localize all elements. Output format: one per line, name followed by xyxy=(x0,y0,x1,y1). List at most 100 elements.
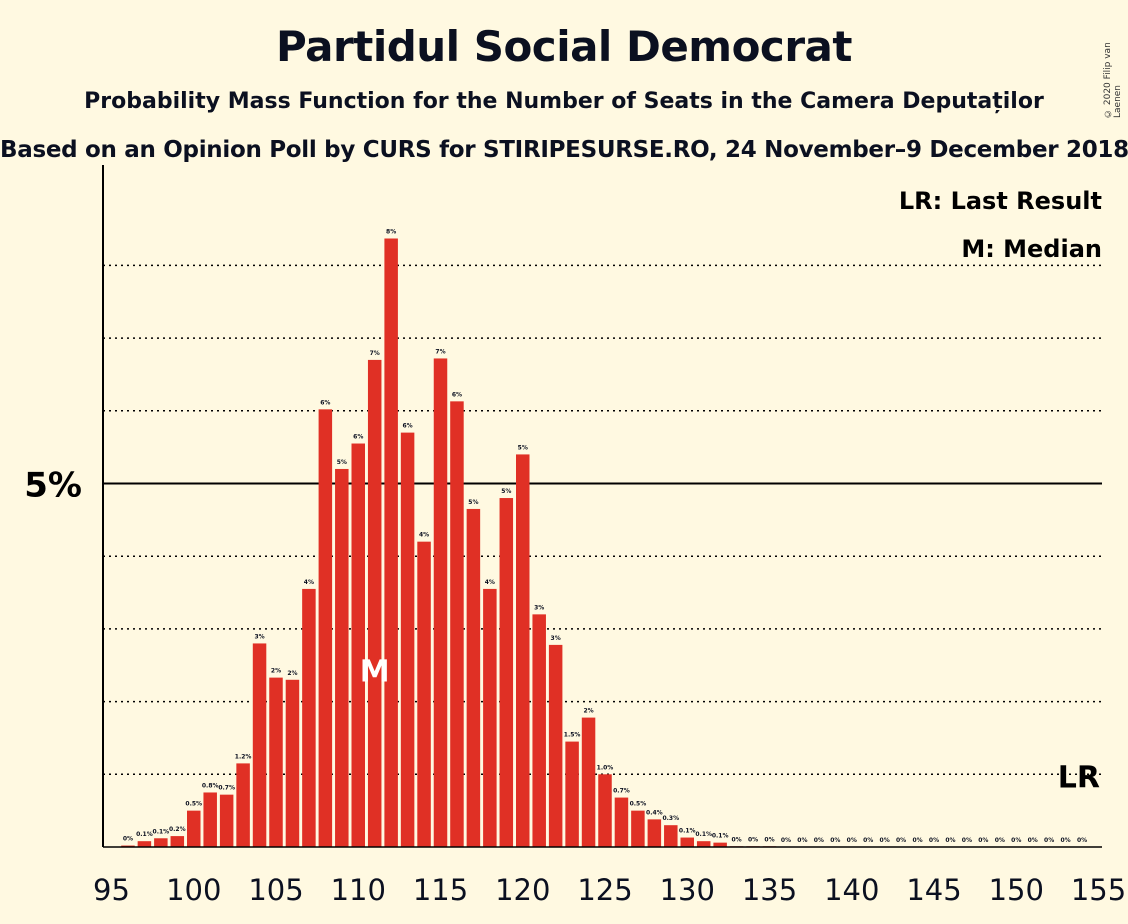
bar xyxy=(664,825,678,847)
data-label: 0% xyxy=(896,837,906,844)
bar xyxy=(631,810,645,847)
data-label: 0.1% xyxy=(136,831,153,838)
data-label: 0% xyxy=(863,837,873,844)
x-tick-label: 105 xyxy=(248,873,303,907)
data-label: 0.1% xyxy=(679,828,696,835)
data-label: 0.8% xyxy=(202,782,219,789)
x-tick-label: 135 xyxy=(742,873,797,907)
data-label: 3% xyxy=(254,633,264,640)
bar xyxy=(417,541,431,847)
data-label: 0.5% xyxy=(630,801,647,808)
data-label: 0% xyxy=(830,837,840,844)
data-label: 1.2% xyxy=(235,753,252,760)
data-label: 0% xyxy=(929,837,939,844)
x-tick-label: 95 xyxy=(93,873,130,907)
x-tick-label: 120 xyxy=(495,873,550,907)
data-label: 0% xyxy=(962,837,972,844)
bar xyxy=(351,443,365,847)
data-label: 0.3% xyxy=(662,815,679,822)
data-label: 4% xyxy=(485,579,495,586)
bar xyxy=(598,774,612,847)
data-label: 0% xyxy=(814,837,824,844)
data-label: 5% xyxy=(501,488,511,495)
bar xyxy=(614,797,629,847)
data-label: 0% xyxy=(1044,837,1054,844)
data-label: 6% xyxy=(452,391,462,398)
bar xyxy=(219,794,234,847)
data-label: 7% xyxy=(435,348,445,355)
axes xyxy=(102,165,1102,848)
bar xyxy=(384,238,398,848)
data-label: 0% xyxy=(847,837,857,844)
bar xyxy=(170,836,185,847)
data-label: 6% xyxy=(320,399,330,406)
data-label: 6% xyxy=(353,434,363,441)
bar xyxy=(302,588,316,847)
bar xyxy=(581,717,596,847)
data-labels: 0%0.1% 0.1% 0.2%0.5%0.8% 0.7%1.2%3%2% 2%4%6%… xyxy=(123,229,1087,844)
bar xyxy=(548,644,563,847)
data-label: 0% xyxy=(880,837,890,844)
bar xyxy=(466,508,481,847)
data-label: 5% xyxy=(468,499,478,506)
data-label: 0% xyxy=(1011,837,1021,844)
data-label: 0% xyxy=(764,836,774,843)
data-label: 8% xyxy=(386,229,396,236)
data-label: 2% xyxy=(287,670,297,677)
x-tick-label: 125 xyxy=(577,873,632,907)
bar xyxy=(680,837,694,847)
data-label: 1.5% xyxy=(564,732,581,739)
bar xyxy=(450,401,464,847)
bar xyxy=(335,468,349,847)
data-label: 4% xyxy=(419,532,429,539)
data-label: 1.0% xyxy=(597,764,614,771)
bar xyxy=(400,432,415,847)
data-label: 0.1% xyxy=(712,833,729,840)
data-label: 0% xyxy=(995,837,1005,844)
data-label: 0.2% xyxy=(169,826,186,833)
bar xyxy=(137,841,152,847)
legend-last-result: LR: Last Result xyxy=(899,187,1102,215)
bar xyxy=(285,679,300,847)
last-result-marker: LR xyxy=(1058,760,1100,795)
legend-median: M: Median xyxy=(961,235,1102,263)
data-label: 0% xyxy=(945,837,955,844)
bar xyxy=(252,643,267,847)
data-label: 3% xyxy=(551,635,561,642)
chart-subtitle: Probability Mass Function for the Number… xyxy=(84,89,1044,114)
data-label: 2% xyxy=(583,708,593,715)
data-label: 0% xyxy=(797,837,807,844)
data-label: 0.5% xyxy=(185,801,202,808)
bar xyxy=(713,842,727,847)
bar xyxy=(696,841,711,847)
data-label: 0% xyxy=(1028,837,1038,844)
chart-title: Partidul Social Democrat xyxy=(276,22,852,71)
x-tick-label: 115 xyxy=(413,873,468,907)
data-label: 5% xyxy=(337,459,347,466)
data-label: 0% xyxy=(912,837,922,844)
data-label: 0.7% xyxy=(613,788,630,795)
bar xyxy=(318,409,333,847)
bar xyxy=(203,792,217,847)
bar xyxy=(367,359,382,847)
data-label: 0% xyxy=(1061,837,1071,844)
data-label: 0% xyxy=(1077,837,1087,844)
bar xyxy=(532,614,546,847)
bar xyxy=(433,358,448,847)
data-label: 3% xyxy=(534,604,544,611)
bar xyxy=(269,677,283,847)
x-tick-labels: 95 100 105 110 115 120 125 130 135 140 145 150 155 xyxy=(93,873,1126,907)
bar xyxy=(499,498,514,847)
data-label: 0.1% xyxy=(153,828,170,835)
bar xyxy=(516,454,530,847)
data-label: 0% xyxy=(781,837,791,844)
median-marker: M xyxy=(360,654,390,689)
data-label: 0% xyxy=(123,836,133,843)
bar xyxy=(187,810,201,847)
data-label: 2% xyxy=(271,668,281,675)
data-label: 6% xyxy=(403,423,413,430)
bar xyxy=(483,588,497,847)
bar xyxy=(565,741,579,847)
x-tick-label: 130 xyxy=(660,873,715,907)
